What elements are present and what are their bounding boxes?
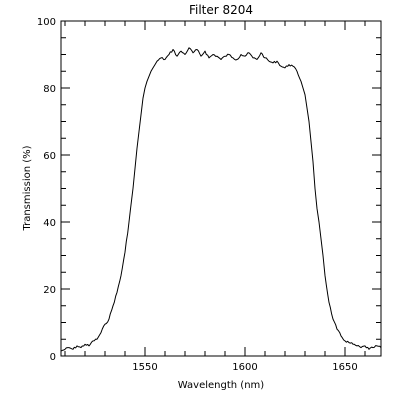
x-tick-label: 1650 bbox=[332, 362, 357, 373]
axis-ticks bbox=[61, 20, 381, 357]
x-tick-label: 1600 bbox=[232, 362, 257, 373]
y-tick-label: 60 bbox=[43, 151, 56, 162]
y-tick-label: 20 bbox=[43, 285, 56, 296]
y-tick-label: 0 bbox=[50, 352, 56, 363]
axis-tick-labels: 1550 1600 1650 0 20 40 60 80 100 bbox=[37, 17, 358, 373]
chart-title: Filter 8204 bbox=[189, 3, 253, 17]
y-tick-label: 40 bbox=[43, 218, 56, 229]
y-tick-label: 80 bbox=[43, 84, 56, 95]
x-axis-label: Wavelength (nm) bbox=[178, 380, 264, 391]
x-tick-label: 1550 bbox=[132, 362, 157, 373]
y-axis-label: Transmission (%) bbox=[22, 145, 33, 231]
transmission-line bbox=[60, 47, 382, 352]
y-tick-label: 100 bbox=[37, 17, 56, 28]
